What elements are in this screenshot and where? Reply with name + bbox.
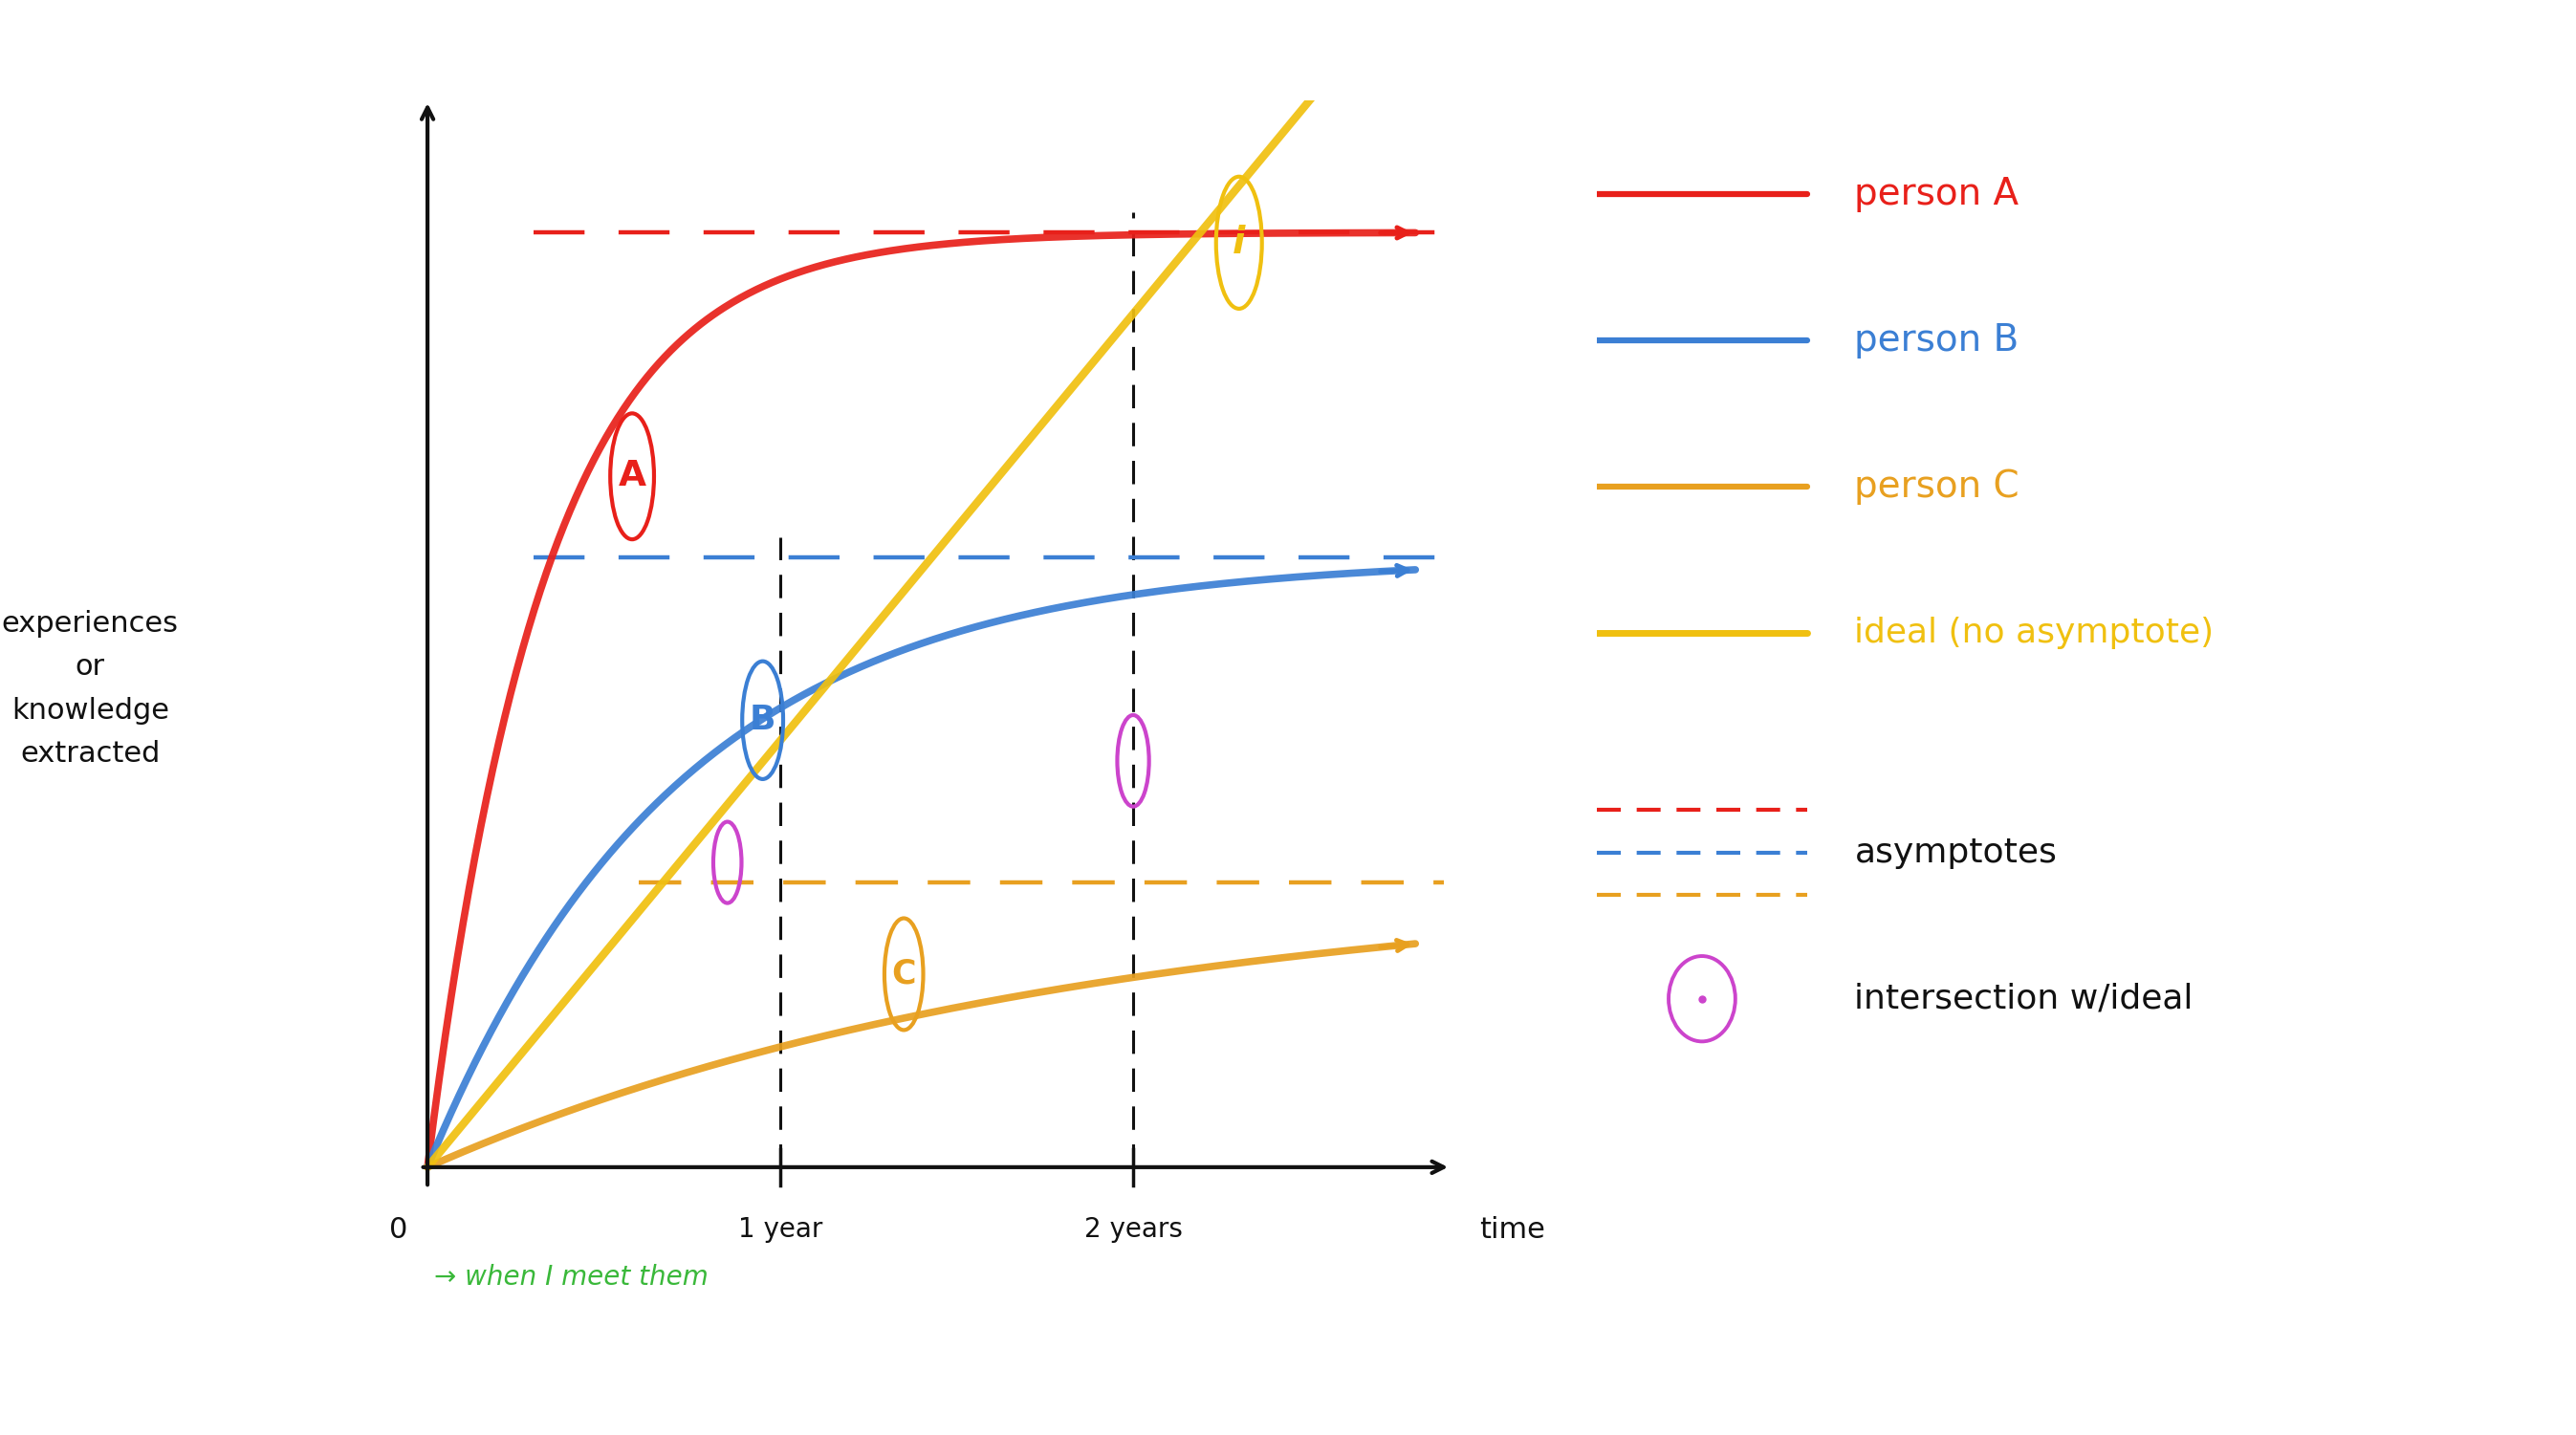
Text: person A: person A [1855, 175, 2020, 212]
Text: A: A [618, 459, 647, 494]
Text: → when I meet them: → when I meet them [435, 1264, 708, 1290]
Text: intersection w/ideal: intersection w/ideal [1855, 983, 2192, 1015]
Text: ideal (no asymptote): ideal (no asymptote) [1855, 617, 2215, 649]
Text: B: B [750, 705, 775, 736]
Text: asymptotes: asymptotes [1855, 837, 2058, 868]
Text: experiences
or
knowledge
extracted: experiences or knowledge extracted [3, 610, 178, 768]
Text: i: i [1231, 224, 1244, 261]
Text: C: C [891, 959, 917, 990]
Text: 1 year: 1 year [739, 1215, 822, 1243]
Text: person B: person B [1855, 321, 2020, 359]
Text: time: time [1479, 1215, 1546, 1244]
Text: 2 years: 2 years [1084, 1215, 1182, 1243]
Text: 0: 0 [389, 1215, 407, 1244]
Text: person C: person C [1855, 468, 2020, 505]
